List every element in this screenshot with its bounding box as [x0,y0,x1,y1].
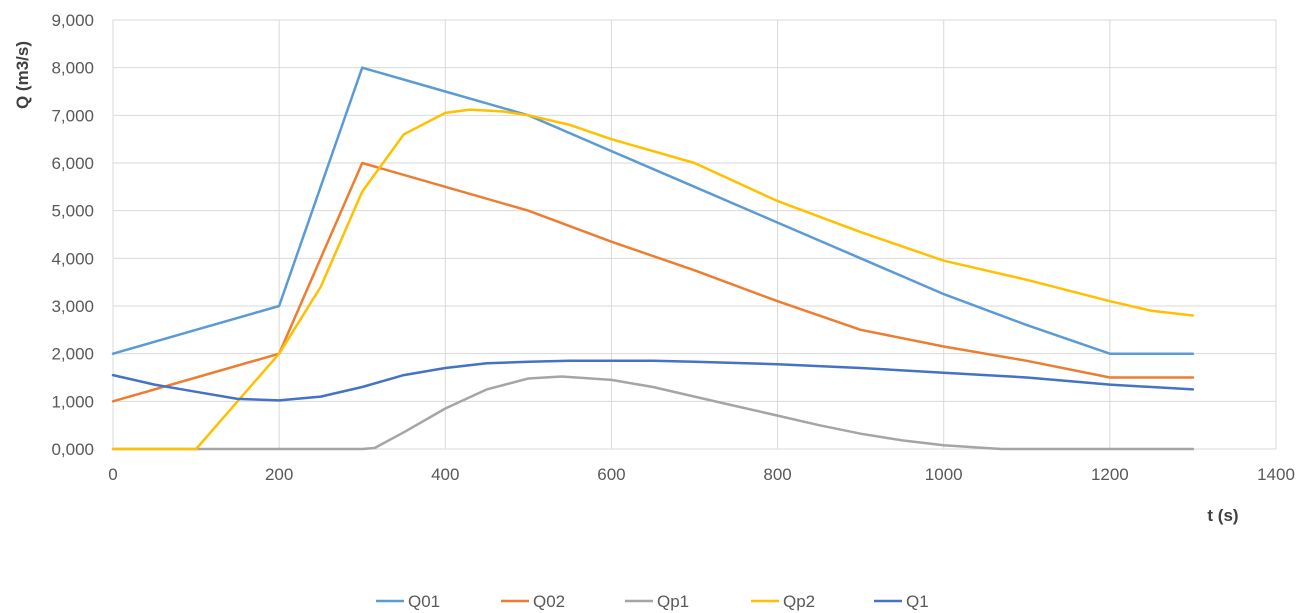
legend-label: Qp2 [783,592,815,611]
x-tick-label: 1400 [1257,465,1295,484]
legend-label: Q01 [408,592,440,611]
series-line-q1 [111,359,1195,402]
x-tick-label: 0 [108,465,117,484]
y-tick-label: 3,000 [51,297,94,316]
y-axis-label: Q (m3/s) [13,41,32,109]
x-tick-label: 1200 [1091,465,1129,484]
legend-label: Q02 [533,592,565,611]
y-tick-label: 5,000 [51,202,94,221]
y-tick-label: 4,000 [51,249,94,268]
y-axis-ticks: 0,000 1,000 2,000 3,000 4,000 5,000 6,000 7,000… [51,11,94,459]
x-tick-label: 200 [265,465,293,484]
series-lines [111,66,1195,451]
x-axis-ticks: 0 200 400 600 800 1000 1200 1400 [108,465,1295,484]
series-line-qp1 [111,375,1195,451]
x-tick-label: 400 [431,465,459,484]
y-tick-label: 6,000 [51,154,94,173]
series-line-qp2 [111,108,1195,451]
legend-label: Qp1 [657,592,689,611]
x-axis-label: t (s) [1207,506,1238,525]
x-tick-label: 800 [763,465,791,484]
legend: Q01 Q02 Qp1 Qp2 Q1 [376,592,929,611]
y-tick-label: 1,000 [51,392,94,411]
y-tick-label: 0,000 [51,440,94,459]
series-line-q02 [111,161,1195,403]
x-tick-label: 1000 [925,465,963,484]
y-tick-label: 7,000 [51,106,94,125]
y-tick-label: 2,000 [51,345,94,364]
legend-label: Q1 [906,592,929,611]
x-tick-label: 600 [597,465,625,484]
series-line-q01 [111,66,1195,355]
gridlines [112,19,1277,450]
y-tick-label: 9,000 [51,11,94,30]
y-tick-label: 8,000 [51,59,94,78]
